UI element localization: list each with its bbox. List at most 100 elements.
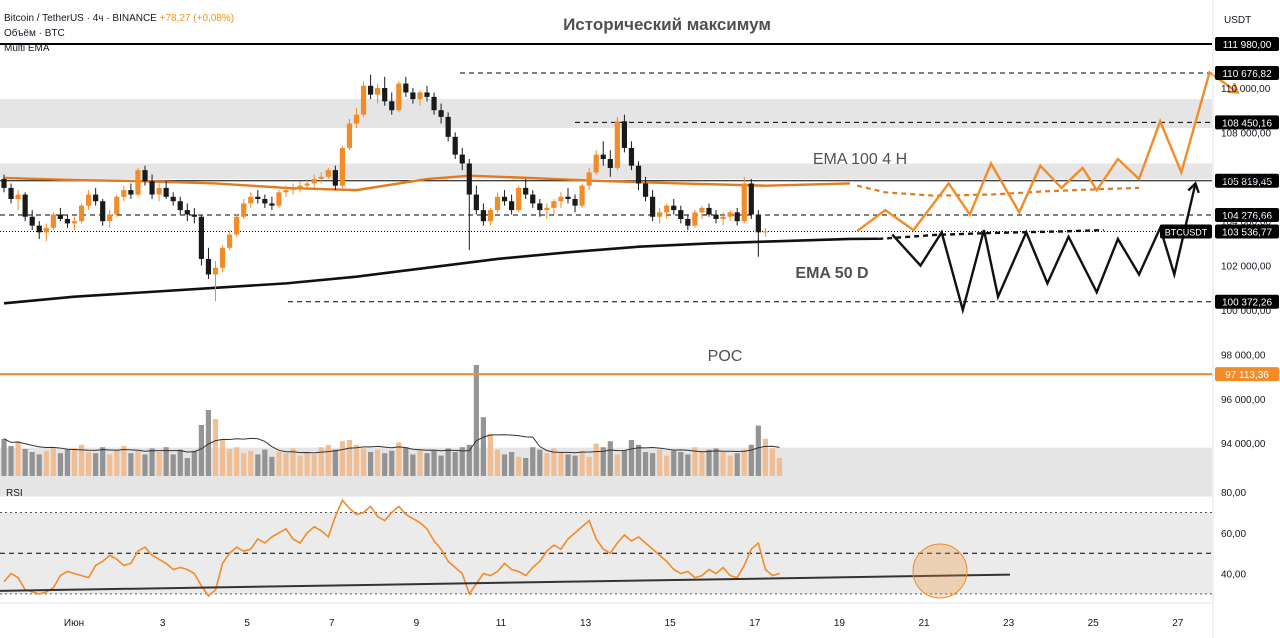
price-tick: 108 000,00 bbox=[1221, 128, 1271, 139]
volume-bar bbox=[64, 449, 71, 476]
level-tag-label-last: 103 536,77 bbox=[1222, 227, 1272, 238]
candle-body bbox=[544, 207, 550, 211]
candle-body bbox=[445, 116, 451, 137]
volume-bar bbox=[727, 455, 733, 476]
volume-bar bbox=[452, 452, 458, 476]
volume-bar bbox=[205, 410, 212, 476]
candle-body bbox=[727, 212, 733, 217]
volume-bar bbox=[678, 452, 684, 476]
candle-body bbox=[353, 114, 360, 124]
volume-bar bbox=[121, 446, 127, 476]
volume-bar bbox=[501, 454, 508, 476]
candle-body bbox=[459, 154, 465, 164]
volume-bar bbox=[135, 450, 141, 476]
currency-label: USDT bbox=[1224, 15, 1251, 26]
level-tag-ath bbox=[1215, 37, 1279, 52]
volume-bar bbox=[487, 434, 494, 476]
candle-body bbox=[438, 110, 444, 117]
candle-body bbox=[36, 225, 42, 233]
candle-body bbox=[93, 194, 99, 202]
volume-legend: Объём · BTC bbox=[4, 28, 65, 39]
candle-body bbox=[480, 210, 486, 222]
volume-bar bbox=[650, 453, 656, 476]
volume-bar bbox=[657, 449, 663, 476]
candle-body bbox=[424, 92, 430, 97]
candle-body bbox=[762, 231, 768, 233]
candle-body bbox=[311, 179, 317, 184]
volume-bar bbox=[706, 449, 712, 476]
bearish-arrowhead bbox=[1187, 181, 1200, 194]
candle-body bbox=[487, 210, 494, 222]
candle-body bbox=[466, 163, 472, 195]
volume-bar bbox=[614, 454, 620, 476]
candle-body bbox=[29, 216, 35, 226]
volume-bar bbox=[128, 453, 134, 476]
volume-bar bbox=[1, 438, 7, 476]
volume-bar bbox=[50, 447, 56, 476]
projection-paths bbox=[856, 70, 1240, 315]
candle-body bbox=[184, 210, 190, 215]
candle-body bbox=[142, 170, 148, 182]
volume-bar bbox=[100, 447, 106, 476]
volume-bar bbox=[466, 444, 472, 476]
candle-body bbox=[15, 194, 21, 199]
level-tag-s2 bbox=[1215, 294, 1279, 309]
volume-bar bbox=[170, 454, 176, 476]
volume-bar bbox=[720, 452, 726, 476]
candle-body bbox=[283, 190, 289, 193]
price-tick: 100 000,00 bbox=[1221, 306, 1271, 317]
candle-body bbox=[403, 83, 409, 93]
candle-body bbox=[78, 205, 85, 222]
range-zones bbox=[0, 99, 1212, 497]
level-tag-label-ath: 111 980,00 bbox=[1223, 40, 1272, 51]
zone-band bbox=[0, 99, 1212, 128]
date-tick: Июн bbox=[64, 618, 84, 629]
candle-body bbox=[755, 214, 761, 233]
volume-bar bbox=[375, 449, 381, 476]
level-tag-last bbox=[1215, 224, 1279, 239]
candle-body bbox=[43, 227, 49, 233]
date-tick: 15 bbox=[665, 618, 677, 629]
candle-body bbox=[706, 207, 712, 215]
volume-bar bbox=[565, 454, 571, 476]
rsi-line bbox=[3, 498, 780, 598]
candle-body bbox=[396, 83, 402, 111]
candle-body bbox=[234, 216, 240, 235]
candle-body bbox=[318, 176, 324, 180]
volume-bar bbox=[537, 449, 543, 476]
candle-body bbox=[163, 187, 169, 197]
volume-bar bbox=[290, 448, 296, 476]
candle-body bbox=[572, 199, 578, 206]
rsi-tick: 80,00 bbox=[1221, 488, 1246, 499]
volume-bar bbox=[410, 454, 416, 476]
volume-bar bbox=[664, 455, 670, 476]
date-tick: 13 bbox=[580, 618, 592, 629]
volume-average bbox=[3, 434, 780, 454]
date-tick: 9 bbox=[414, 618, 420, 629]
candles bbox=[1, 74, 768, 302]
volume-bar bbox=[699, 450, 705, 476]
candle-body bbox=[473, 194, 479, 211]
price-tick: 98 000,00 bbox=[1221, 350, 1266, 361]
volume-bar bbox=[212, 419, 219, 476]
price-tick: 94 000,00 bbox=[1221, 439, 1266, 450]
zone-band bbox=[0, 163, 1212, 180]
volume-bar bbox=[43, 450, 49, 476]
level-tag-s1 bbox=[1215, 208, 1279, 223]
candle-body bbox=[227, 234, 233, 248]
volume-bar bbox=[57, 453, 63, 476]
date-tick: 3 bbox=[160, 618, 166, 629]
volume-bar bbox=[184, 458, 190, 476]
volume-bar bbox=[748, 444, 754, 476]
volume-bar bbox=[149, 448, 155, 476]
candle-body bbox=[304, 183, 310, 186]
ticker-tag-label: BTCUSDT bbox=[1165, 227, 1208, 237]
candle-body bbox=[586, 172, 592, 186]
bearish-projection-path bbox=[891, 183, 1197, 315]
candle-body bbox=[685, 218, 691, 226]
candle-body bbox=[410, 92, 416, 100]
chart-header: Bitcoin / TetherUS · 4ч · BINANCE +78,27… bbox=[4, 13, 234, 24]
candle-body bbox=[664, 205, 670, 213]
volume-bar bbox=[241, 453, 247, 476]
